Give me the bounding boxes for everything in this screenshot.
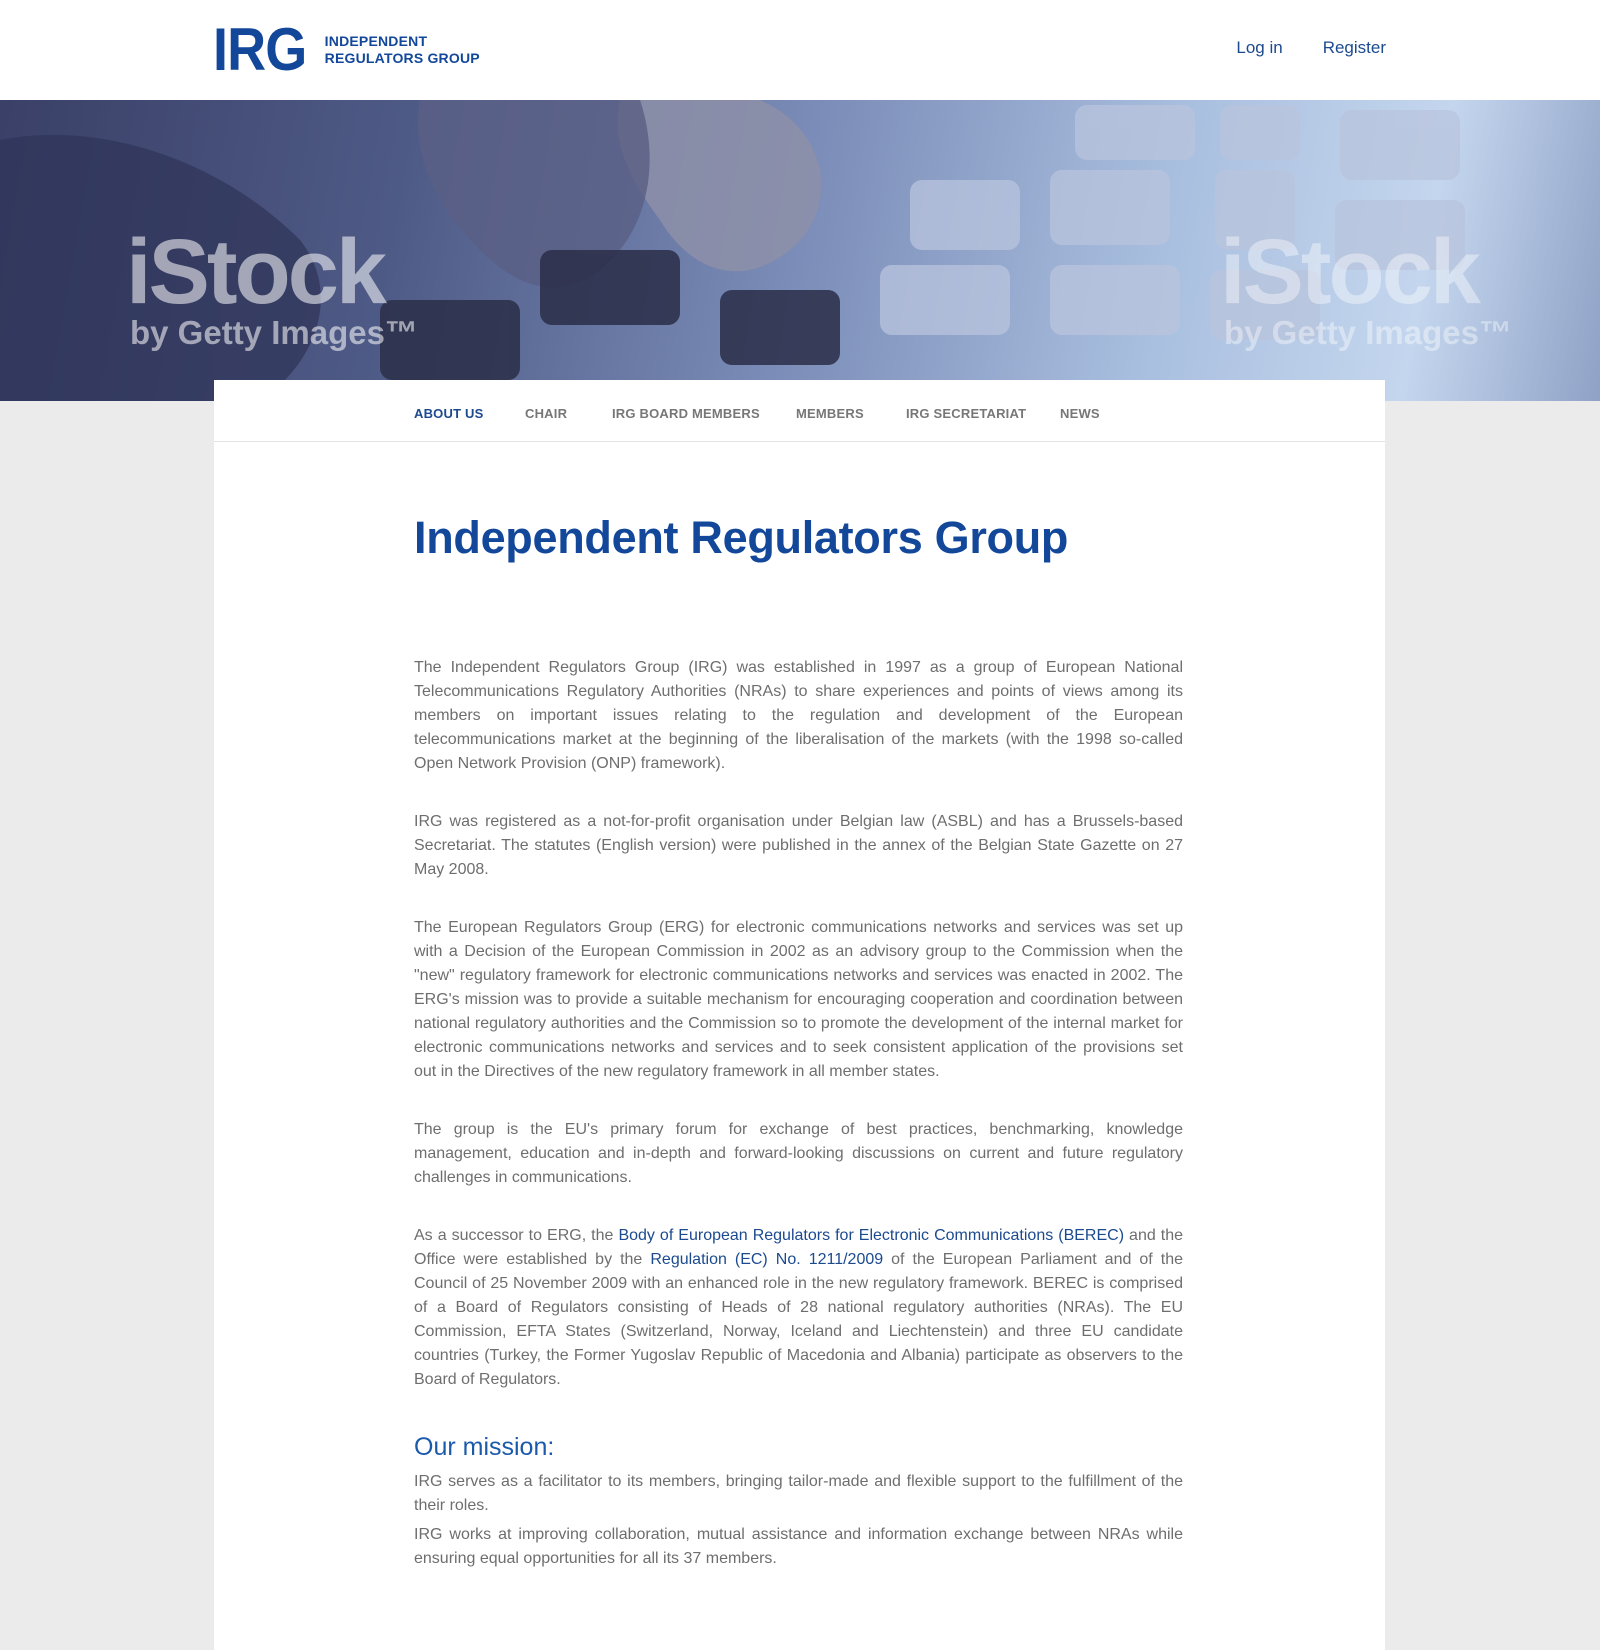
tab-chair[interactable]: CHAIR — [525, 406, 568, 421]
login-link[interactable]: Log in — [1236, 38, 1283, 57]
berec-text-3: of the European Parliament and of the Co… — [414, 1251, 1183, 1388]
watermark-sub: by Getty Images™ — [1224, 314, 1512, 351]
hero-banner: iStock by Getty Images™ iStock by Getty … — [0, 100, 1600, 401]
berec-text-2: and the Office were established by the — [414, 1227, 1184, 1268]
page-title: Independent Regulators Group — [414, 512, 1069, 563]
mission-paragraph-2: IRG works at improving collaboration, mu… — [414, 1526, 1183, 1567]
istock-watermark-left: iStock by Getty Images™ — [126, 221, 418, 351]
berec-text-1: As a successor to ERG, the — [414, 1227, 619, 1244]
watermark-brand: iStock — [1220, 221, 1481, 323]
paragraph-berec: As a successor to ERG, the Body of Europ… — [414, 1224, 1183, 1392]
tab-irg-board-members[interactable]: IRG BOARD MEMBERS — [612, 406, 760, 421]
logo-line-2: REGULATORS GROUP — [324, 50, 480, 66]
paragraph-forum: The group is the EU's primary forum for … — [414, 1121, 1183, 1186]
irg-logo[interactable]: IRG INDEPENDENT REGULATORS GROUP — [213, 16, 480, 83]
logo-text: INDEPENDENT REGULATORS GROUP — [325, 33, 480, 67]
tab-about-us[interactable]: ABOUT US — [414, 406, 484, 421]
paragraph-erg: The European Regulators Group (ERG) for … — [414, 919, 1183, 1080]
main-content: Independent Regulators Group The Indepen… — [414, 510, 1183, 1576]
logo-mark: IRG — [213, 16, 307, 83]
tab-irg-secretariat[interactable]: IRG SECRETARIAT — [906, 406, 1027, 421]
berec-link[interactable]: Body of European Regulators for Electron… — [618, 1227, 1125, 1244]
watermark-brand: iStock — [126, 221, 387, 323]
tab-news[interactable]: NEWS — [1060, 406, 1100, 421]
section-nav: ABOUT US CHAIR IRG BOARD MEMBERS MEMBERS… — [214, 380, 1385, 442]
tab-members[interactable]: MEMBERS — [796, 406, 864, 421]
paragraph-registration: IRG was registered as a not-for-profit o… — [414, 813, 1183, 878]
content-card: ABOUT US CHAIR IRG BOARD MEMBERS MEMBERS… — [214, 380, 1385, 1650]
site-header: IRG INDEPENDENT REGULATORS GROUP Log in … — [0, 0, 1600, 100]
mission-paragraph-1: IRG serves as a facilitator to its membe… — [414, 1473, 1183, 1514]
istock-watermark-right: iStock by Getty Images™ — [1220, 221, 1512, 351]
paragraph-irg-history: The Independent Regulators Group (IRG) w… — [414, 659, 1183, 772]
mission-heading: Our mission: — [414, 1433, 555, 1461]
regulation-link[interactable]: Regulation (EC) No. 1211/2009 — [650, 1251, 884, 1268]
watermark-sub: by Getty Images™ — [130, 314, 418, 351]
account-links: Log in Register — [1236, 38, 1386, 58]
logo-line-1: INDEPENDENT — [324, 33, 428, 49]
register-link[interactable]: Register — [1322, 38, 1386, 57]
keyboard-photo — [0, 100, 1465, 401]
